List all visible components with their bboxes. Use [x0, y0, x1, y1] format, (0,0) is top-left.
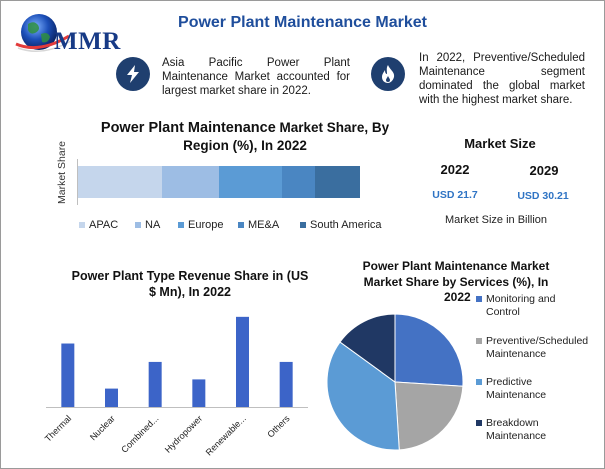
- x-tick-label-nuclear: Nuclear: [88, 413, 117, 442]
- legend-swatch: [238, 222, 244, 228]
- legend-label-line: Control: [486, 306, 520, 318]
- pie-slice-preventive-scheduled-maintenance: [394, 381, 464, 451]
- legend-item-preventive-scheduled-maintenance: Preventive/Scheduled Maintenance: [476, 335, 588, 361]
- legend-label-line: Breakdown: [486, 417, 539, 429]
- region-chart-ylabel: Market Share: [56, 140, 68, 204]
- legend-label: Breakdown Maintenance: [486, 417, 546, 443]
- plant-type-chart-title-line1: Power Plant Type Revenue Share in (US: [71, 269, 309, 283]
- pie-slice-breakdown-maintenance: [339, 313, 396, 383]
- bar-hydropower: [192, 379, 206, 407]
- region-bar-south-america: [315, 166, 360, 198]
- legend-label: ME&A: [248, 219, 280, 231]
- legend-label: South America: [310, 219, 382, 231]
- legend-label-line: Preventive/Scheduled: [486, 335, 589, 347]
- page-title: Power Plant Maintenance Market: [178, 14, 427, 31]
- legend-swatch: [476, 296, 482, 302]
- services-chart-title-line3: 2022: [444, 290, 471, 304]
- region-chart-title: Power Plant Maintenance Market Share, By…: [90, 119, 400, 154]
- region-chart-title-main: Power Plant Maintenance: [100, 120, 276, 136]
- legend-item-south-america: South America: [300, 219, 382, 231]
- services-pie-chart: [326, 313, 464, 451]
- region-chart-title-rest: Market Share, By Region (%), In 2022: [183, 120, 390, 153]
- region-stacked-bar-chart: [77, 159, 360, 205]
- x-tick-label-renewable: Renewable...: [204, 413, 248, 457]
- legend-item-breakdown-maintenance: Breakdown Maintenance: [476, 417, 546, 443]
- x-tick-label-thermal: Thermal: [43, 413, 73, 443]
- region-bar-na: [162, 166, 219, 198]
- legend-item-na: NA: [135, 219, 160, 231]
- info-text-apac: Asia Pacific Power Plant Maintenance Mar…: [162, 57, 350, 97]
- bar-renewable: [236, 316, 249, 407]
- legend-label: Monitoring and Control: [486, 293, 555, 319]
- market-size-value-2022: USD 21.7: [432, 189, 478, 201]
- plant-type-chart-title-line2: $ Mn), In 2022: [149, 285, 231, 299]
- bar-others: [279, 361, 293, 407]
- market-size-value-2029: USD 30.21: [517, 190, 569, 202]
- legend-label-line: Maintenance: [486, 389, 547, 401]
- region-bar-europe: [219, 166, 282, 198]
- legend-item-predictive-maintenance: Predictive Maintenance: [476, 376, 546, 402]
- info-text-preventive: In 2022, Preventive/Scheduled Maintenanc…: [419, 52, 585, 106]
- globe-icon: [15, 14, 72, 52]
- services-chart-title-line1: Power Plant Maintenance Market: [362, 259, 550, 273]
- market-size-year-2029: 2029: [529, 163, 559, 178]
- legend-label-line: Monitoring and: [486, 293, 556, 305]
- legend-swatch: [476, 379, 482, 385]
- legend-swatch: [476, 420, 482, 426]
- bar-thermal: [61, 343, 75, 407]
- logo-text: MMR: [54, 28, 121, 55]
- pie-slice-predictive-maintenance: [326, 341, 400, 451]
- plant-type-chart-title: Power Plant Type Revenue Share in (US $ …: [60, 268, 320, 300]
- services-chart-title: Power Plant Maintenance Market Market Sh…: [340, 259, 572, 306]
- x-tick-label-hydropower: Hydropower: [163, 413, 204, 454]
- legend-item-monitoring-and-control: Monitoring and Control: [476, 293, 555, 319]
- legend-swatch: [135, 222, 141, 228]
- legend-label: Preventive/Scheduled Maintenance: [486, 335, 588, 361]
- legend-label: Europe: [188, 219, 224, 231]
- legend-label: Predictive Maintenance: [486, 376, 546, 402]
- mmr-logo: MMR: [14, 10, 132, 60]
- legend-label-line: Predictive: [486, 376, 533, 388]
- x-tick-label-others: Others: [265, 413, 292, 440]
- flame-icon: [371, 57, 405, 91]
- legend-label-line: Maintenance: [486, 348, 547, 360]
- market-size-title: Market Size: [464, 136, 536, 151]
- legend-item-me-a: ME&A: [238, 219, 279, 231]
- legend-swatch: [476, 338, 482, 344]
- legend-item-apac: APAC: [79, 219, 118, 231]
- legend-label: APAC: [89, 219, 119, 231]
- region-bar-me-a: [282, 166, 315, 198]
- legend-label: NA: [145, 219, 161, 231]
- x-tick-label-combined: Combined...: [119, 413, 160, 454]
- legend-swatch: [300, 222, 306, 228]
- bar-combined: [148, 361, 162, 407]
- lightning-bolt-icon: [116, 57, 150, 91]
- market-size-caption: Market Size in Billion: [444, 214, 548, 226]
- legend-swatch: [79, 222, 85, 228]
- legend-swatch: [178, 222, 184, 228]
- region-bar-apac: [78, 166, 162, 198]
- pie-slice-monitoring-and-control: [394, 313, 464, 387]
- legend-item-europe: Europe: [178, 219, 223, 231]
- plant-type-bar-chart: Thermal Nuclear Combined... Hydropower Renew…: [43, 316, 308, 458]
- legend-label-line: Maintenance: [486, 430, 547, 442]
- market-size-year-2022: 2022: [440, 162, 470, 177]
- services-chart-title-line2: Market Share by Services (%), In: [363, 274, 549, 289]
- bar-nuclear: [105, 388, 118, 407]
